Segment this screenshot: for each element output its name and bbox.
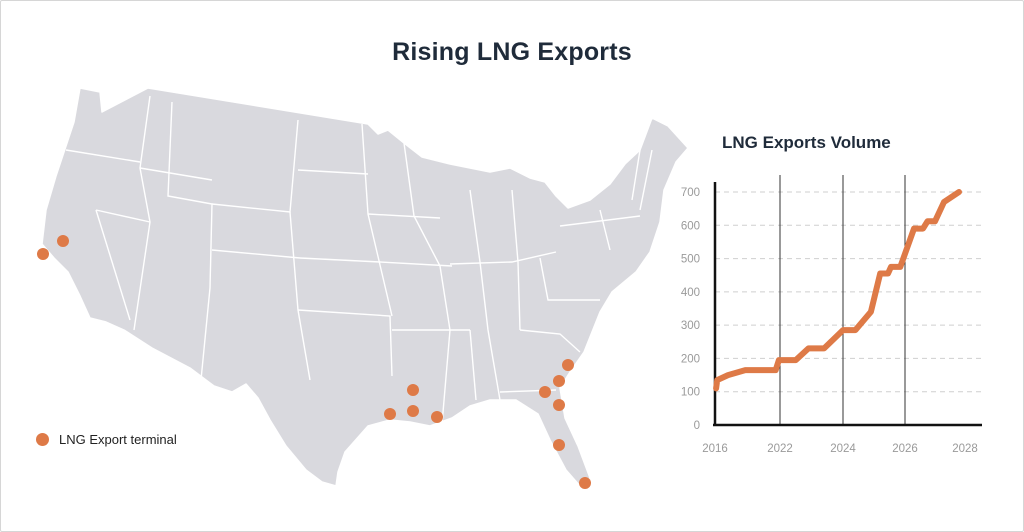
y-tick-label: 700 [681, 187, 700, 199]
x-tick-label: 2026 [892, 443, 918, 455]
y-tick-label: 300 [681, 320, 700, 332]
terminal-marker[interactable] [579, 477, 591, 489]
terminal-marker[interactable] [431, 411, 443, 423]
x-tick-label: 2024 [830, 443, 856, 455]
terminal-marker[interactable] [57, 235, 69, 247]
x-tick-label: 2016 [702, 443, 728, 455]
terminal-marker[interactable] [539, 386, 551, 398]
state-borders [65, 95, 653, 425]
terminal-marker[interactable] [407, 405, 419, 417]
terminal-marker[interactable] [562, 359, 574, 371]
series-line [713, 189, 962, 392]
terminal-marker[interactable] [553, 375, 565, 387]
us-map [37, 87, 689, 489]
terminal-marker[interactable] [407, 384, 419, 396]
map-legend: LNG Export terminal [36, 432, 177, 447]
terminal-marker[interactable] [553, 399, 565, 411]
y-tick-label: 100 [681, 387, 700, 399]
y-tick-label: 500 [681, 254, 700, 266]
terminal-marker[interactable] [384, 408, 396, 420]
lng-terminals [37, 235, 591, 489]
y-tick-label: 0 [694, 420, 700, 432]
y-tick-label: 200 [681, 353, 700, 365]
terminal-marker[interactable] [553, 439, 565, 451]
y-tick-label: 600 [681, 220, 700, 232]
legend-label: LNG Export terminal [59, 432, 177, 447]
x-tick-label: 2022 [767, 443, 793, 455]
page-title: Rising LNG Exports [392, 38, 632, 66]
legend-marker-icon [36, 433, 49, 446]
chart-title: LNG Exports Volume [722, 133, 891, 152]
y-tick-label: 400 [681, 287, 700, 299]
x-tick-label: 2028 [952, 443, 978, 455]
terminal-marker[interactable] [37, 248, 49, 260]
